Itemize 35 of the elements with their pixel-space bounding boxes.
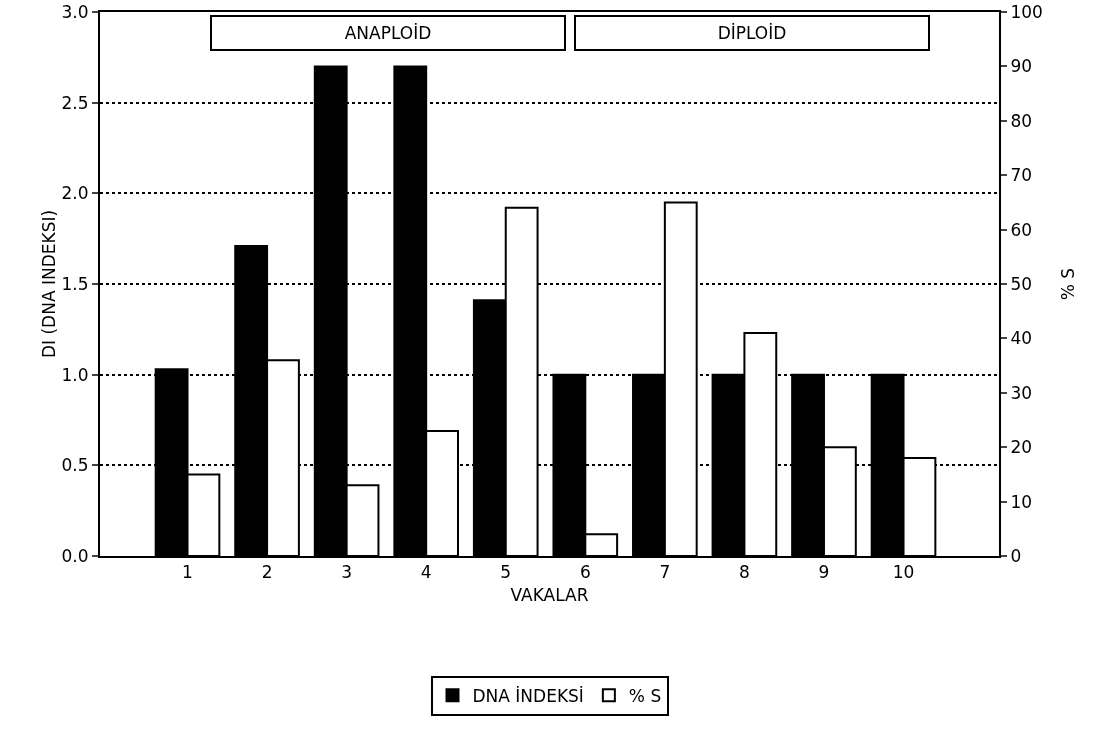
y2-tick-label: 30: [1010, 382, 1033, 403]
x-tick-label: 8: [739, 562, 750, 583]
x-tick-label: 1: [182, 562, 193, 583]
y2-tick-label: 20: [1010, 437, 1033, 458]
y-tick-label: 3.0: [61, 1, 89, 22]
y2-axis-title: % S: [1057, 267, 1078, 301]
y2-tick-label: 80: [1010, 110, 1033, 131]
y2-tick-label: 60: [1010, 219, 1033, 240]
y-tick-label: 1.5: [61, 273, 89, 294]
annotation: ANAPLOİD: [344, 23, 432, 43]
x-tick-label: 3: [341, 562, 353, 583]
annotation: DİPLOİD: [717, 23, 787, 43]
y-tick-label: 2.0: [61, 183, 89, 204]
x-tick-label: 5: [500, 562, 512, 583]
x-tick-label: 7: [659, 562, 671, 583]
x-tick-label: 9: [818, 562, 830, 583]
legend-label: DNA İNDEKSİ: [472, 685, 584, 706]
x-tick-label: 6: [579, 562, 591, 583]
y-tick-label: 2.5: [61, 92, 89, 113]
x-axis-title: VAKALAR: [510, 585, 589, 606]
y-tick-label: 0.0: [61, 545, 89, 566]
y2-tick-label: 50: [1010, 273, 1033, 294]
x-tick-label: 4: [420, 562, 432, 583]
y-tick-label: 0.5: [61, 455, 89, 476]
legend-label: % S: [628, 685, 662, 706]
y2-tick-label: 10: [1010, 491, 1033, 512]
x-tick-label: 2: [261, 562, 273, 583]
y2-tick-label: 90: [1010, 56, 1033, 77]
y2-tick-label: 40: [1010, 328, 1033, 349]
y2-tick-label: 70: [1010, 165, 1033, 186]
y2-tick-label: 0: [1010, 545, 1022, 566]
y2-tick-label: 100: [1010, 1, 1043, 22]
y-tick-label: 1.0: [61, 364, 89, 385]
x-tick-label: 10: [892, 562, 915, 583]
y-axis-title: DI (DNA INDEKSI): [39, 209, 59, 359]
